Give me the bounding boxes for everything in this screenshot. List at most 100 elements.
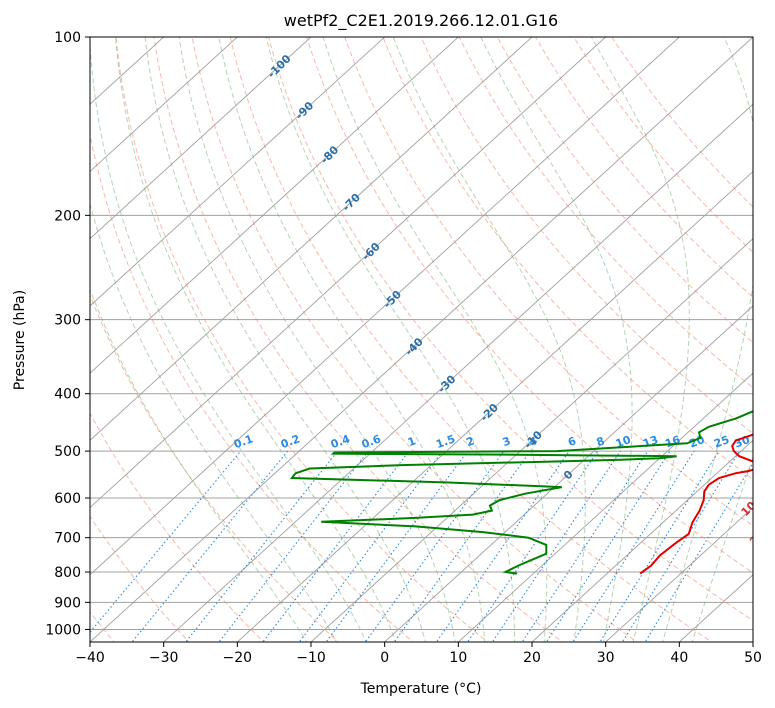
plot-frame — [89, 36, 754, 643]
dry-adiabat-line — [306, 37, 753, 574]
dry-adiabat-line — [496, 37, 753, 344]
mixing-ratio-label: 1 — [406, 434, 418, 449]
x-tick-label: −30 — [149, 650, 179, 666]
moist-adiabat-line — [90, 37, 367, 642]
isotherm-line — [90, 37, 753, 642]
mixing-ratio-label: 1.5 — [434, 432, 457, 451]
isotherm-line — [90, 37, 460, 374]
moist-adiabat-label: 10 — [739, 499, 759, 519]
x-tick-label: 20 — [523, 650, 541, 666]
mixing-ratio-label: 4 — [527, 434, 539, 449]
isotherm-line — [678, 574, 753, 642]
dry-adiabat-line — [229, 37, 713, 642]
temperature-profile-line — [639, 433, 753, 575]
y-tick-label: 400 — [54, 387, 81, 403]
isotherm-line — [90, 37, 607, 509]
moist-adiabat-line — [392, 37, 586, 642]
mixing-ratio-label: 20 — [688, 433, 707, 451]
moist-adiabat-line — [144, 37, 427, 642]
y-tick-label: 800 — [54, 565, 81, 581]
plot-area: 0.1 0.2 0.4 0.6 1 1.5 2 3 4 6 8 10 13 16 20 25 30 36-100-… — [90, 37, 775, 642]
mixing-ratio-label: 0.4 — [329, 432, 352, 451]
y-tick-label: 300 — [54, 313, 81, 329]
mixing-ratio-line — [185, 450, 339, 642]
isotherm-line — [90, 37, 239, 173]
mixing-ratio-line — [90, 450, 242, 634]
isotherm-line — [604, 506, 753, 642]
isotherm-line — [310, 238, 753, 642]
y-tick-label: 700 — [54, 531, 81, 547]
mixing-ratio-line — [572, 450, 695, 642]
isotherm-line — [236, 170, 753, 642]
chart-title: wetPf2_C2E1.2019.266.12.01.G16 — [284, 11, 558, 31]
mixing-ratio-line — [521, 450, 649, 642]
moist-adiabat-line — [218, 37, 486, 642]
isotherm-line — [90, 37, 533, 441]
mixing-ratio-line — [644, 461, 753, 642]
dewpoint-profile-line — [289, 410, 753, 575]
moist-adiabat-line — [691, 455, 753, 642]
isotherm-line — [531, 439, 753, 642]
dry-adiabat-line — [344, 37, 753, 527]
mixing-ratio-line — [435, 450, 570, 642]
dry-adiabat-line — [267, 37, 753, 622]
dry-adiabat-line — [382, 37, 753, 481]
y-tick-label: 600 — [54, 491, 81, 507]
mixing-ratio-label: 3 — [501, 434, 513, 449]
mixing-ratio-line — [545, 450, 671, 642]
mixing-ratio-label: 0.2 — [279, 432, 302, 451]
isotherm-line — [162, 103, 753, 642]
mixing-ratio-line — [131, 450, 289, 642]
mixing-ratio-label: 25 — [712, 433, 731, 450]
mixing-ratio-line — [262, 450, 410, 642]
mixing-ratio-line — [491, 450, 621, 642]
dry-adiabat-line — [191, 37, 638, 642]
dry-adiabat-line — [153, 37, 564, 642]
isotherm-line — [383, 305, 753, 642]
x-axis-label: Temperature (°C) — [360, 681, 482, 697]
y-tick-label: 900 — [54, 595, 81, 611]
moist-adiabat-line — [265, 37, 516, 642]
dry-adiabat-line — [90, 515, 190, 642]
dry-adiabat-line — [90, 131, 414, 642]
mixing-ratio-label: 0.6 — [360, 432, 383, 451]
moist-adiabat-line — [590, 37, 690, 642]
x-tick-label: 50 — [744, 650, 762, 666]
mixing-ratio-label: 36 — [753, 433, 772, 451]
x-tick-label: −10 — [296, 650, 326, 666]
moist-adiabat-line — [178, 37, 456, 642]
axes: −40 −30 −20 −10 0 10 20 30 40 5010020030040050060… — [45, 30, 762, 666]
x-tick-label: 0 — [380, 650, 389, 666]
isotherm-line — [90, 37, 681, 576]
y-tick-label: 1000 — [45, 622, 81, 638]
moist-adiabat-line — [480, 37, 633, 642]
moist-adiabat-line — [115, 37, 397, 642]
dry-adiabat-line — [458, 37, 753, 389]
mixing-ratio-label: 8 — [595, 434, 607, 449]
mixing-ratio-label: 2 — [465, 434, 477, 449]
x-tick-label: −40 — [75, 650, 105, 666]
y-tick-label: 500 — [54, 444, 81, 460]
mixing-ratio-label: 16 — [663, 433, 682, 451]
x-tick-label: −20 — [223, 650, 253, 666]
moist-adiabat-line — [662, 37, 753, 642]
isotherm-line — [457, 372, 753, 642]
y-tick-label: 100 — [54, 30, 81, 46]
moist-adiabat-line — [90, 287, 308, 642]
moist-adiabat-line — [90, 202, 338, 642]
x-tick-label: 40 — [670, 650, 688, 666]
dry-adiabat-line — [611, 37, 753, 208]
dry-adiabat-line — [90, 412, 265, 642]
mixing-ratio-label: 6 — [566, 434, 578, 449]
isotherm-line — [752, 641, 753, 642]
moist-adiabat-label: 30 — [761, 556, 775, 576]
x-tick-label: 30 — [597, 650, 615, 666]
x-tick-label: 10 — [449, 650, 467, 666]
mixing-ratio-line — [298, 450, 444, 642]
mixing-ratio-line — [599, 450, 720, 642]
mixing-ratio-line — [466, 450, 599, 642]
isotherm-line — [90, 37, 386, 307]
moist-adiabat-label: 20 — [747, 528, 767, 548]
isotherm-line — [90, 37, 312, 240]
